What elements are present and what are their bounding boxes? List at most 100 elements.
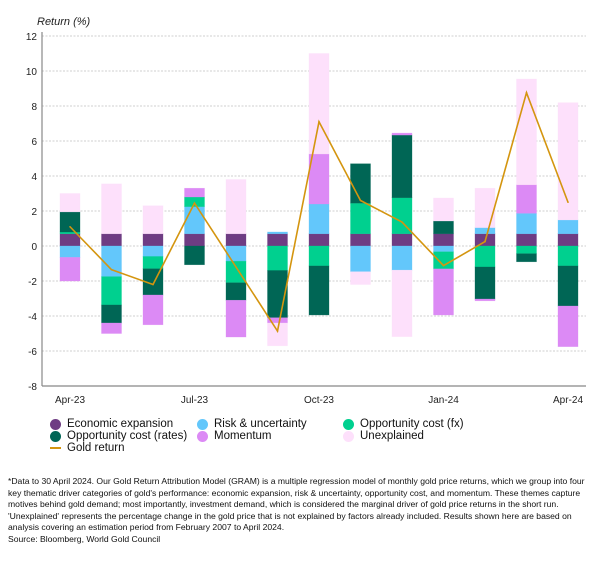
- legend-label: Unexplained: [360, 430, 424, 442]
- gold-return-point: [110, 268, 113, 271]
- bar-segment-opportunity-cost-fx-: [557, 245, 579, 267]
- bar-segment-economic-expansion: [433, 233, 454, 247]
- y-tick-label: -2: [28, 277, 37, 288]
- legend-label: Gold return: [67, 442, 125, 454]
- bar-segment-momentum: [474, 298, 496, 302]
- y-tick-label: 4: [31, 172, 37, 183]
- x-tick-label: Jan-24: [428, 395, 459, 406]
- y-tick-label: -8: [28, 382, 37, 393]
- bar-segment-unexplained: [391, 269, 413, 337]
- bar-segment-opportunity-cost-fx-: [350, 202, 371, 235]
- bar-segment-risk-uncertainty: [184, 206, 205, 235]
- y-tick-label: 6: [31, 137, 37, 148]
- bar-segment-economic-expansion: [350, 233, 371, 247]
- x-tick-label: Oct-23: [304, 395, 334, 406]
- bar-segment-opportunity-cost-rates-: [474, 266, 496, 300]
- bar-segment-opportunity-cost-rates-: [350, 163, 371, 204]
- bar-segment-unexplained: [267, 322, 288, 347]
- bar-segment-economic-expansion: [516, 233, 537, 247]
- bar-segment-economic-expansion: [184, 233, 205, 247]
- legend-marker-icon: [343, 418, 354, 430]
- bar-segment-opportunity-cost-fx-: [474, 245, 496, 268]
- y-axis-label: Return (%): [37, 16, 91, 28]
- bar-segment-economic-expansion: [142, 233, 164, 247]
- bar-segment-opportunity-cost-rates-: [184, 245, 205, 266]
- bar-segment-risk-uncertainty: [267, 231, 288, 235]
- gold-return-point: [193, 202, 196, 204]
- bar-segment-momentum: [184, 187, 205, 198]
- gold-return-point: [276, 330, 279, 332]
- bar-segment-economic-expansion: [225, 233, 247, 247]
- bar-segment-risk-uncertainty: [557, 219, 579, 235]
- footnote-text: *Data to 30 April 2024. Our Gold Return …: [8, 476, 585, 532]
- gold-return-point: [152, 283, 154, 286]
- bar-segment-opportunity-cost-rates-: [225, 282, 247, 301]
- y-tick-label: 8: [31, 102, 37, 113]
- gold-return-point: [235, 266, 237, 268]
- bar-segment-economic-expansion: [308, 233, 330, 247]
- gold-return-point: [69, 225, 71, 228]
- y-tick-label: 10: [26, 67, 38, 78]
- bar-segment-economic-expansion: [557, 233, 579, 247]
- bar-segment-opportunity-cost-rates-: [391, 134, 413, 199]
- bar-segment-unexplained: [350, 271, 371, 285]
- bar-segment-unexplained: [225, 179, 247, 235]
- bar-segment-unexplained: [142, 205, 164, 235]
- bar-segment-unexplained: [101, 183, 122, 235]
- legend-marker-icon: [50, 418, 61, 430]
- bar-segment-opportunity-cost-fx-: [516, 245, 537, 254]
- x-tick-label: Apr-24: [553, 395, 583, 406]
- bar-segment-momentum: [433, 268, 454, 316]
- legend-item: Economic expansion: [50, 418, 173, 430]
- legend-marker-icon: [343, 430, 354, 442]
- y-tick-label: -4: [28, 312, 37, 323]
- legend-item: Gold return: [50, 442, 125, 454]
- bar-segment-risk-uncertainty: [474, 227, 496, 235]
- bar-segment-momentum: [391, 132, 413, 136]
- bar-segment-risk-uncertainty: [59, 245, 81, 258]
- bar-segment-momentum: [101, 322, 122, 334]
- bar-segment-economic-expansion: [101, 233, 122, 247]
- bar-segment-risk-uncertainty: [308, 203, 330, 235]
- bar-segment-risk-uncertainty: [516, 212, 537, 235]
- legend-item: Risk & uncertainty: [197, 418, 307, 430]
- stacked-bar-chart: Return (%) 12 10 8 6 4 2 0 -2 -4 -6 -8 Apr-23 Jul-23…: [26, 16, 586, 406]
- x-tick-label: Jul-23: [181, 395, 209, 406]
- bar-segment-opportunity-cost-rates-: [557, 265, 579, 307]
- legend-label: Momentum: [214, 430, 272, 442]
- bar-segment-opportunity-cost-fx-: [308, 245, 330, 267]
- bar-segment-opportunity-cost-rates-: [101, 304, 122, 324]
- bar-segment-opportunity-cost-fx-: [225, 260, 247, 284]
- gold-return-point: [318, 120, 320, 123]
- bar-segment-momentum: [516, 184, 537, 214]
- legend-item: Opportunity cost (rates): [50, 430, 187, 442]
- bar-segment-opportunity-cost-rates-: [59, 211, 81, 233]
- bar-segment-unexplained: [59, 193, 81, 213]
- y-tick-label: 0: [31, 242, 37, 253]
- bar-segment-opportunity-cost-fx-: [101, 276, 122, 306]
- gold-return-point: [525, 91, 528, 94]
- source-text: Source: Bloomberg, World Gold Council: [8, 533, 161, 544]
- x-tick-label: Apr-23: [55, 395, 85, 406]
- bar-segment-momentum: [557, 305, 579, 347]
- bar-segment-momentum: [225, 299, 247, 338]
- gold-return-point: [567, 201, 569, 204]
- bar-segment-momentum: [59, 257, 81, 282]
- bar-segment-opportunity-cost-rates-: [516, 253, 537, 263]
- bar-segment-unexplained: [433, 197, 454, 222]
- legend-marker-icon: [197, 430, 208, 442]
- legend-label: Risk & uncertainty: [214, 418, 307, 430]
- legend-item: Momentum: [197, 430, 272, 442]
- footnote: *Data to 30 April 2024. Our Gold Return …: [8, 476, 596, 545]
- bar-segment-economic-expansion: [267, 233, 288, 247]
- y-tick-label: -6: [28, 347, 37, 358]
- gold-return-point: [484, 240, 486, 243]
- legend-label: Opportunity cost (fx): [360, 418, 464, 430]
- gold-return-point: [401, 221, 403, 223]
- bar-segment-momentum: [308, 153, 330, 205]
- y-tick-label: 12: [26, 32, 38, 43]
- legend-marker-icon: [50, 430, 61, 442]
- legend-line-icon: [50, 447, 61, 449]
- legend-item: Opportunity cost (fx): [343, 418, 464, 430]
